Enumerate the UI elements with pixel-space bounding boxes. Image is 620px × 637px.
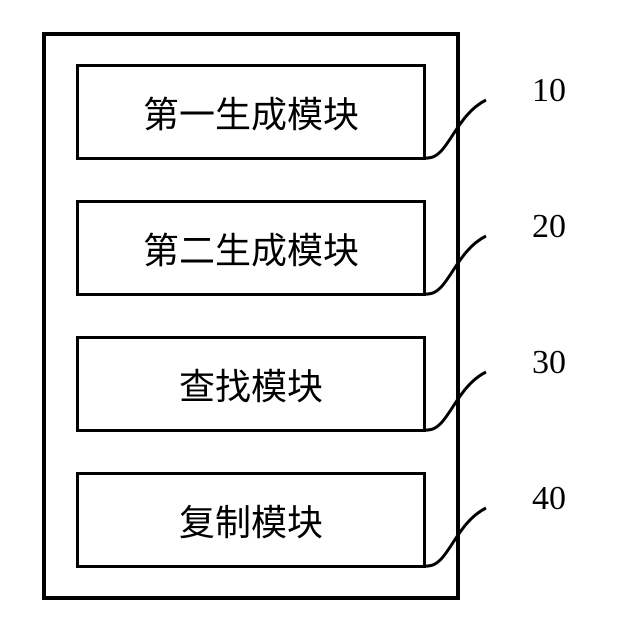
module-box-1: 第一生成模块 bbox=[76, 64, 426, 160]
ref-label-2: 20 bbox=[532, 208, 566, 246]
leader-line-3 bbox=[426, 372, 506, 442]
ref-label-3: 30 bbox=[532, 344, 566, 382]
ref-label-4: 40 bbox=[532, 480, 566, 518]
module-label-1: 第一生成模块 bbox=[143, 86, 359, 138]
module-label-4: 复制模块 bbox=[179, 494, 323, 546]
module-label-2: 第二生成模块 bbox=[143, 222, 359, 274]
module-label-3: 查找模块 bbox=[179, 358, 323, 410]
module-box-3: 查找模块 bbox=[76, 336, 426, 432]
module-box-4: 复制模块 bbox=[76, 472, 426, 568]
module-box-2: 第二生成模块 bbox=[76, 200, 426, 296]
ref-label-1: 10 bbox=[532, 72, 566, 110]
leader-line-2 bbox=[426, 236, 506, 306]
leader-line-1 bbox=[426, 100, 506, 170]
leader-line-4 bbox=[426, 508, 506, 578]
